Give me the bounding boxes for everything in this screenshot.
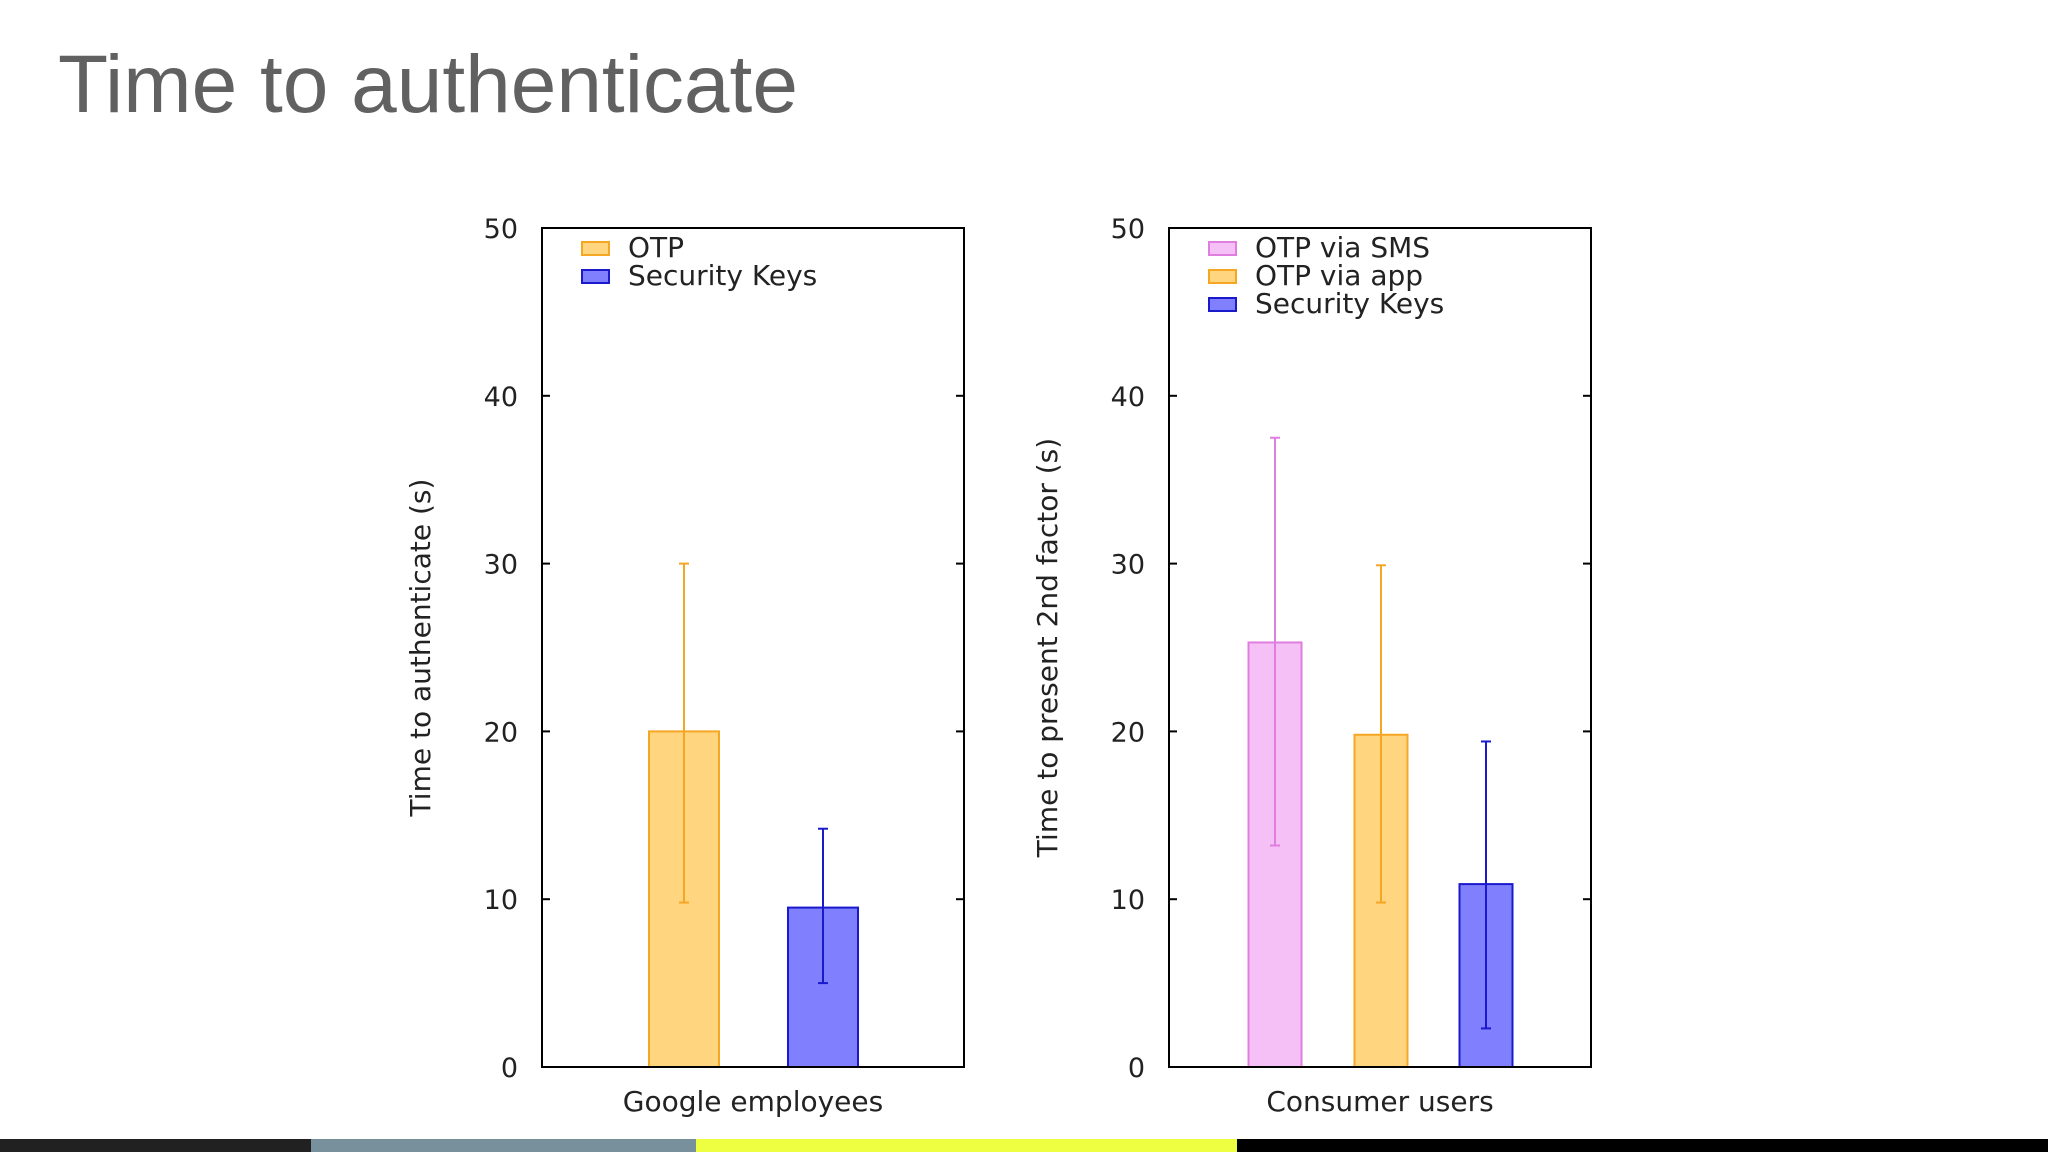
footer-segment xyxy=(696,1139,1237,1152)
y-tick-label: 30 xyxy=(1111,550,1145,581)
legend-label: Security Keys xyxy=(628,259,817,292)
y-tick-label: 50 xyxy=(1111,214,1145,245)
x-axis-label: Consumer users xyxy=(1266,1085,1493,1118)
y-tick-label: 10 xyxy=(484,885,518,916)
y-tick-label: 0 xyxy=(501,1053,518,1084)
x-axis-label: Google employees xyxy=(623,1085,883,1118)
legend-swatch xyxy=(581,241,610,256)
y-tick-label: 30 xyxy=(484,550,518,581)
y-tick-label: 20 xyxy=(484,717,518,748)
chart-1: 0 10 20 30 40 50 Google employees Time to authe… xyxy=(404,214,965,1118)
y-tick-label: 10 xyxy=(1111,885,1145,916)
y-tick-label: 40 xyxy=(1111,382,1145,413)
legend-swatch xyxy=(1208,269,1237,284)
y-tick-label: 40 xyxy=(484,382,518,413)
legend-swatch xyxy=(1208,241,1237,256)
legend-swatch xyxy=(1208,297,1237,312)
plot-frame xyxy=(1168,227,1592,1068)
footer-segment xyxy=(1236,1139,2048,1152)
footer-color-bar xyxy=(0,1139,2048,1152)
legend-label: OTP via app xyxy=(1255,259,1423,292)
y-axis-label: Time to present 2nd factor (s) xyxy=(1031,438,1064,858)
footer-segment xyxy=(311,1139,697,1152)
footer-segment xyxy=(0,1139,312,1152)
y-axis-label: Time to authenticate (s) xyxy=(404,479,437,818)
legend-label: OTP via SMS xyxy=(1255,231,1430,264)
chart-2: 0 10 20 30 40 50 Consumer users Time to present… xyxy=(1031,214,1592,1118)
legend-swatch xyxy=(581,269,610,284)
y-tick-label: 20 xyxy=(1111,717,1145,748)
plot-frame xyxy=(541,227,965,1068)
y-tick-label: 50 xyxy=(484,214,518,245)
legend-label: Security Keys xyxy=(1255,287,1444,320)
legend-label: OTP xyxy=(628,231,684,264)
y-tick-label: 0 xyxy=(1128,1053,1145,1084)
slide-title: Time to authenticate xyxy=(58,39,798,130)
